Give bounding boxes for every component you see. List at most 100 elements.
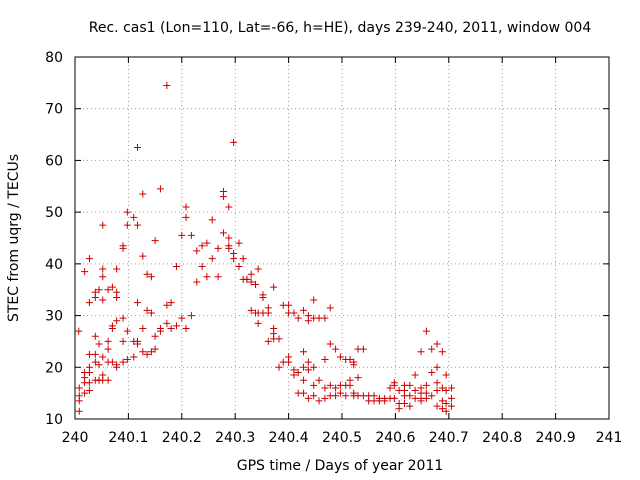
x-tick-label: 240 (62, 430, 89, 446)
x-tick-label: 240.4 (269, 430, 309, 446)
data-point (422, 327, 430, 335)
data-point (147, 348, 155, 356)
data-point (214, 273, 222, 281)
data-point (310, 363, 318, 371)
data-point (163, 319, 171, 327)
data-point (95, 340, 103, 348)
data-point (422, 394, 430, 402)
data-point (411, 371, 419, 379)
data-point (178, 231, 186, 239)
data-point (208, 255, 216, 263)
data-point (99, 353, 107, 361)
data-point (310, 296, 318, 304)
data-point (133, 340, 141, 348)
data-point (438, 384, 446, 392)
data-point (433, 402, 441, 410)
data-point (438, 397, 446, 405)
axis-ticks (74, 56, 610, 420)
data-point (332, 384, 340, 392)
data-point (75, 327, 83, 335)
data-point (285, 301, 293, 309)
data-point (99, 296, 107, 304)
data-point (208, 216, 216, 224)
data-point (91, 350, 99, 358)
data-point (81, 268, 89, 276)
data-point (198, 262, 206, 270)
data-point (332, 345, 340, 353)
x-tick-label: 241 (596, 430, 623, 446)
data-point (326, 340, 334, 348)
data-point (400, 399, 408, 407)
data-point (315, 314, 323, 322)
data-point (203, 239, 211, 247)
data-point (75, 407, 83, 415)
data-point (235, 262, 243, 270)
data-point (442, 371, 450, 379)
x-tick-label: 240.7 (429, 430, 469, 446)
data-point (442, 399, 450, 407)
data-point (133, 221, 141, 229)
data-point (147, 273, 155, 281)
data-point (133, 299, 141, 307)
data-point (294, 368, 302, 376)
data-point (123, 208, 131, 216)
data-point (104, 337, 112, 345)
data-point (151, 345, 159, 353)
data-point (99, 221, 107, 229)
data-point (193, 278, 201, 286)
x-tick-label: 240.1 (108, 430, 148, 446)
data-point (304, 394, 312, 402)
data-point (225, 203, 233, 211)
data-point (219, 193, 227, 201)
data-point (346, 356, 354, 364)
data-point (411, 387, 419, 395)
data-point (447, 384, 455, 392)
data-point (130, 353, 138, 361)
data-point (119, 244, 127, 252)
data-point (219, 229, 227, 237)
data-point (433, 379, 441, 387)
data-point (113, 293, 121, 301)
y-tick-label: 10 (45, 412, 63, 428)
data-point (390, 381, 398, 389)
data-point (172, 262, 180, 270)
data-point (85, 387, 93, 395)
data-point (151, 237, 159, 245)
x-tick-label: 240.5 (322, 430, 362, 446)
data-point (85, 255, 93, 263)
data-point (300, 306, 308, 314)
data-point (300, 363, 308, 371)
data-point (187, 312, 195, 320)
x-tick-label: 240.2 (162, 430, 202, 446)
data-point (406, 392, 414, 400)
data-point (151, 332, 159, 340)
data-point (243, 275, 251, 283)
data-point (406, 381, 414, 389)
data-point (264, 309, 272, 317)
data-point (346, 381, 354, 389)
data-point (113, 317, 121, 325)
data-point (143, 270, 151, 278)
x-tick-label: 240.9 (536, 430, 576, 446)
data-point (230, 255, 238, 263)
chart-title: Rec. cas1 (Lon=110, Lat=-66, h=HE), days… (89, 20, 592, 36)
data-point (259, 293, 267, 301)
x-tick-label: 240.8 (482, 430, 522, 446)
data-point (139, 325, 147, 332)
data-point (390, 394, 398, 402)
y-tick-label: 30 (45, 309, 63, 325)
data-point (422, 381, 430, 389)
data-point (119, 314, 127, 322)
data-point (91, 332, 99, 340)
y-tick-label: 70 (45, 102, 63, 118)
data-point (156, 327, 164, 335)
data-point (163, 81, 171, 89)
data-point (133, 144, 141, 151)
data-point (315, 397, 323, 405)
data-point (386, 384, 394, 392)
data-point (381, 397, 389, 405)
data-point (310, 381, 318, 389)
data-point (182, 325, 190, 332)
data-point (85, 299, 93, 307)
data-point (147, 309, 155, 317)
